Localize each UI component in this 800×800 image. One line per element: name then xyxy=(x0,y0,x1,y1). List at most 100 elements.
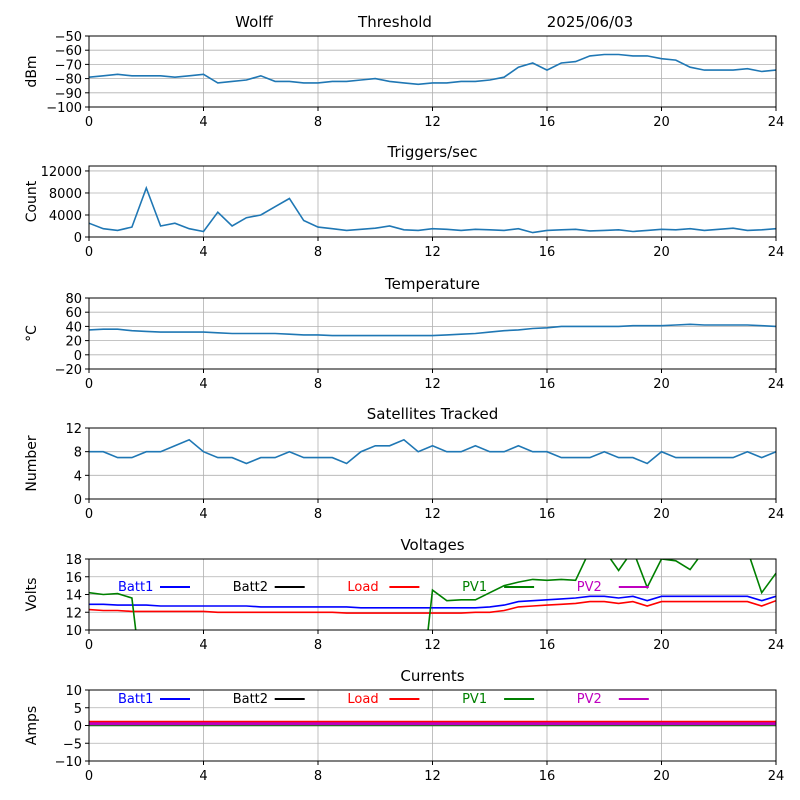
legend-label: Load xyxy=(347,692,378,707)
x-tick-label: 0 xyxy=(85,115,93,130)
x-tick-label: 0 xyxy=(85,769,93,784)
legend-label: Batt1 xyxy=(118,692,153,707)
x-tick-label: 16 xyxy=(539,115,556,130)
x-tick-label: 20 xyxy=(653,507,670,522)
x-tick-label: 8 xyxy=(314,638,322,653)
plot-frame xyxy=(88,558,777,631)
chart-title: Voltages xyxy=(400,536,464,554)
y-axis-label: dBm xyxy=(24,55,40,87)
legend-label: PV2 xyxy=(577,692,602,707)
series-line xyxy=(89,53,776,86)
x-tick-label: 12 xyxy=(424,377,441,392)
series-line xyxy=(89,438,776,465)
y-axis-label: °C xyxy=(24,325,40,342)
x-tick-label: 24 xyxy=(768,377,785,392)
x-tick-label: 8 xyxy=(314,377,322,392)
y-tick-label: 0 xyxy=(74,493,82,508)
series-line xyxy=(89,559,776,630)
y-tick-label: 40 xyxy=(65,320,82,335)
x-tick-label: 12 xyxy=(424,115,441,130)
x-tick-label: 8 xyxy=(314,245,322,260)
y-tick-label: 0 xyxy=(74,231,82,246)
y-tick-label: 60 xyxy=(65,306,82,321)
x-tick-label: 0 xyxy=(85,377,93,392)
y-tick-label: 0 xyxy=(74,720,82,735)
y-tick-label: 12000 xyxy=(41,165,82,180)
y-tick-label: 80 xyxy=(65,292,82,307)
legend-label: Batt1 xyxy=(118,580,153,595)
legend-label: Batt2 xyxy=(233,692,268,707)
legend-label: PV1 xyxy=(462,692,487,707)
x-tick-label: 4 xyxy=(199,769,207,784)
y-tick-label: 5 xyxy=(74,702,82,717)
y-tick-label: 12 xyxy=(65,422,82,437)
y-axis-label: Volts xyxy=(24,578,40,612)
plot-frame xyxy=(88,427,777,500)
chart-title: Satellites Tracked xyxy=(367,405,498,423)
y-tick-label: 4 xyxy=(74,469,82,484)
plot-frame xyxy=(88,297,777,370)
chart-title: Wolff xyxy=(235,13,273,31)
y-tick-label: 20 xyxy=(65,335,82,350)
x-tick-label: 16 xyxy=(539,769,556,784)
legend-label: PV2 xyxy=(577,580,602,595)
legend-label: Load xyxy=(347,580,378,595)
chart-title: Currents xyxy=(400,667,464,685)
y-axis-label: Count xyxy=(24,180,40,222)
legend-label: PV1 xyxy=(462,580,487,595)
chart-title: Triggers/sec xyxy=(387,143,478,161)
x-tick-label: 16 xyxy=(539,245,556,260)
x-tick-label: 20 xyxy=(653,769,670,784)
x-tick-label: 24 xyxy=(768,507,785,522)
y-tick-label: 0 xyxy=(74,349,82,364)
panel: Satellites Tracked Number 0 4 8 12 16 20 24 0 4 8 12 xyxy=(24,405,784,522)
x-tick-label: 4 xyxy=(199,245,207,260)
y-tick-label: −5 xyxy=(63,737,82,752)
x-tick-label: 20 xyxy=(653,115,670,130)
x-tick-label: 24 xyxy=(768,115,785,130)
y-tick-label: 8 xyxy=(74,446,82,461)
panel: Triggers/sec Count 0 4 8 12 16 20 24 0 4000 8000 120… xyxy=(24,143,784,260)
x-tick-label: 16 xyxy=(539,507,556,522)
y-axis-label: Amps xyxy=(24,706,40,745)
x-tick-label: 12 xyxy=(424,769,441,784)
x-tick-label: 24 xyxy=(768,638,785,653)
y-tick-label: −90 xyxy=(55,87,82,102)
plot-frame xyxy=(88,165,777,238)
chart-subtitle: Threshold xyxy=(357,13,432,31)
x-tick-label: 4 xyxy=(199,115,207,130)
y-tick-label: 16 xyxy=(65,571,82,586)
plot-frame xyxy=(88,689,777,762)
series-line xyxy=(89,323,776,337)
x-tick-label: 12 xyxy=(424,245,441,260)
x-tick-label: 8 xyxy=(314,769,322,784)
plot-frame xyxy=(88,35,777,108)
x-tick-label: 8 xyxy=(314,507,322,522)
x-tick-label: 4 xyxy=(199,507,207,522)
y-tick-label: −10 xyxy=(55,755,82,770)
x-tick-label: 12 xyxy=(424,507,441,522)
panel: Wolff Threshold 2025/06/03 dBm 0 4 8 12 16 20 24 −1… xyxy=(24,13,784,130)
x-tick-label: 20 xyxy=(653,638,670,653)
x-tick-label: 0 xyxy=(85,245,93,260)
x-tick-label: 24 xyxy=(768,245,785,260)
x-tick-label: 24 xyxy=(768,769,785,784)
x-tick-label: 20 xyxy=(653,377,670,392)
y-tick-label: −20 xyxy=(55,363,82,378)
y-tick-label: 12 xyxy=(65,606,82,621)
x-tick-label: 0 xyxy=(85,638,93,653)
y-tick-label: −80 xyxy=(55,73,82,88)
x-tick-label: 16 xyxy=(539,377,556,392)
x-tick-label: 8 xyxy=(314,115,322,130)
series-line xyxy=(89,595,776,609)
y-tick-label: 4000 xyxy=(49,209,82,224)
chart-date: 2025/06/03 xyxy=(547,13,633,31)
x-tick-label: 0 xyxy=(85,507,93,522)
y-tick-label: −100 xyxy=(46,101,82,116)
legend-label: Batt2 xyxy=(233,580,268,595)
y-tick-label: 10 xyxy=(65,624,82,639)
y-tick-label: 14 xyxy=(65,589,82,604)
y-tick-label: −70 xyxy=(55,58,82,73)
